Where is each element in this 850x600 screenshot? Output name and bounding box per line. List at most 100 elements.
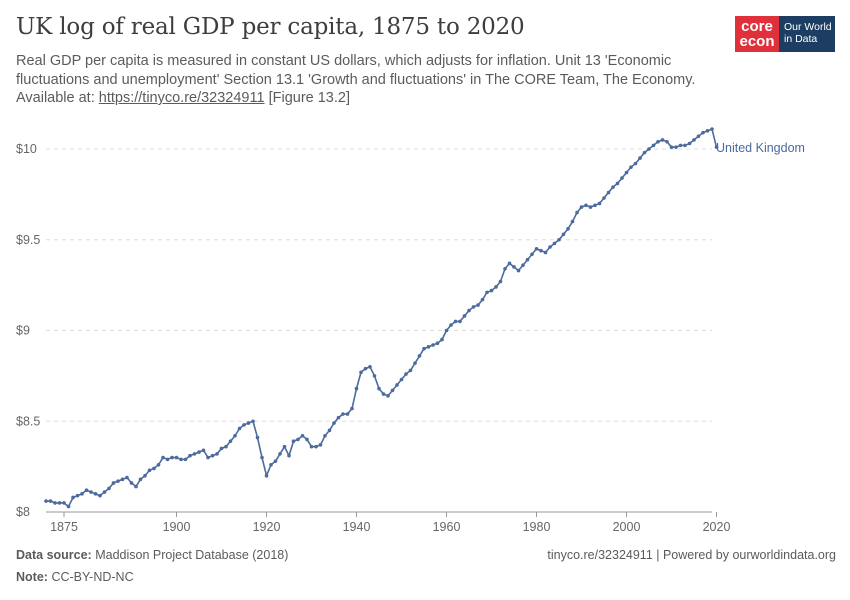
data-point[interactable] bbox=[156, 463, 161, 467]
data-point[interactable] bbox=[269, 463, 273, 467]
data-point[interactable] bbox=[264, 473, 269, 478]
data-point[interactable] bbox=[678, 143, 683, 148]
data-point[interactable] bbox=[48, 499, 53, 503]
data-point[interactable] bbox=[219, 446, 224, 451]
data-point[interactable] bbox=[305, 437, 309, 442]
data-point[interactable] bbox=[282, 444, 287, 449]
data-point[interactable] bbox=[390, 388, 395, 393]
data-point[interactable] bbox=[206, 455, 210, 460]
data-point[interactable] bbox=[579, 205, 584, 209]
data-point[interactable] bbox=[228, 439, 233, 444]
data-point[interactable] bbox=[593, 203, 597, 208]
data-point[interactable] bbox=[687, 141, 692, 146]
data-point[interactable] bbox=[656, 139, 660, 144]
data-point[interactable] bbox=[543, 250, 548, 255]
data-point[interactable] bbox=[215, 452, 219, 456]
data-point[interactable] bbox=[512, 265, 516, 269]
data-point[interactable] bbox=[192, 452, 197, 456]
data-point[interactable] bbox=[143, 473, 147, 478]
data-point[interactable] bbox=[138, 477, 143, 482]
data-point[interactable] bbox=[435, 341, 440, 346]
data-point[interactable] bbox=[651, 143, 656, 148]
data-point[interactable] bbox=[242, 423, 246, 427]
data-point[interactable] bbox=[683, 143, 687, 148]
data-point[interactable] bbox=[363, 366, 368, 371]
data-point[interactable] bbox=[557, 237, 561, 242]
data-point[interactable] bbox=[381, 392, 386, 396]
core-econ-logo[interactable]: core econ bbox=[735, 16, 779, 52]
data-point[interactable] bbox=[620, 176, 624, 180]
data-point[interactable] bbox=[566, 227, 570, 231]
data-point[interactable] bbox=[669, 145, 674, 149]
data-point[interactable] bbox=[575, 210, 579, 215]
data-point[interactable] bbox=[444, 328, 449, 333]
data-point[interactable] bbox=[201, 448, 206, 453]
data-point[interactable] bbox=[368, 365, 372, 369]
data-point[interactable] bbox=[170, 455, 174, 460]
data-point[interactable] bbox=[489, 288, 494, 293]
data-point[interactable] bbox=[210, 453, 215, 458]
data-point[interactable] bbox=[350, 406, 354, 411]
data-point[interactable] bbox=[336, 415, 341, 420]
data-point[interactable] bbox=[246, 421, 251, 425]
data-point[interactable] bbox=[570, 219, 575, 224]
data-point[interactable] bbox=[98, 493, 102, 498]
data-point[interactable] bbox=[696, 134, 701, 139]
data-point[interactable] bbox=[111, 481, 116, 485]
data-point[interactable] bbox=[134, 484, 138, 489]
data-point[interactable] bbox=[467, 308, 471, 313]
data-point[interactable] bbox=[62, 501, 66, 505]
data-point[interactable] bbox=[485, 290, 489, 295]
data-point[interactable] bbox=[183, 457, 188, 462]
data-point[interactable] bbox=[440, 337, 444, 342]
data-point[interactable] bbox=[413, 361, 417, 365]
data-point[interactable] bbox=[327, 428, 332, 433]
data-point[interactable] bbox=[516, 268, 521, 273]
data-point[interactable] bbox=[714, 145, 719, 149]
data-point[interactable] bbox=[462, 314, 467, 318]
data-point[interactable] bbox=[701, 130, 705, 135]
data-point[interactable] bbox=[408, 368, 413, 373]
data-point[interactable] bbox=[404, 372, 408, 376]
data-point[interactable] bbox=[174, 455, 179, 460]
data-point[interactable] bbox=[471, 305, 476, 309]
data-point[interactable] bbox=[359, 370, 363, 375]
data-point[interactable] bbox=[426, 345, 431, 349]
data-point[interactable] bbox=[233, 433, 237, 438]
data-point[interactable] bbox=[534, 247, 539, 251]
data-point[interactable] bbox=[498, 279, 503, 284]
data-point[interactable] bbox=[584, 203, 588, 208]
data-point[interactable] bbox=[692, 138, 696, 142]
data-point[interactable] bbox=[125, 475, 129, 480]
data-point[interactable] bbox=[323, 433, 327, 438]
data-point[interactable] bbox=[521, 263, 525, 267]
data-point[interactable] bbox=[354, 386, 359, 391]
data-point[interactable] bbox=[530, 252, 534, 257]
data-point[interactable] bbox=[57, 501, 62, 505]
data-point[interactable] bbox=[75, 493, 80, 498]
data-point[interactable] bbox=[80, 492, 84, 496]
data-point[interactable] bbox=[674, 145, 678, 149]
data-point[interactable] bbox=[552, 241, 557, 246]
data-point[interactable] bbox=[188, 453, 192, 458]
data-point[interactable] bbox=[453, 319, 458, 324]
data-point[interactable] bbox=[224, 444, 228, 449]
data-point[interactable] bbox=[458, 319, 462, 324]
data-point[interactable] bbox=[152, 466, 156, 471]
data-point[interactable] bbox=[66, 504, 71, 509]
footer-credits-link[interactable]: tinyco.re/32324911 | Powered by ourworld… bbox=[547, 548, 836, 562]
data-point[interactable] bbox=[615, 181, 620, 186]
data-point[interactable] bbox=[237, 426, 242, 431]
subtitle-link[interactable]: https://tinyco.re/32324911 bbox=[98, 90, 265, 106]
data-point[interactable] bbox=[624, 170, 629, 175]
data-point[interactable] bbox=[548, 245, 552, 249]
data-point[interactable] bbox=[606, 190, 611, 195]
data-point[interactable] bbox=[314, 444, 318, 449]
data-point[interactable] bbox=[102, 490, 107, 494]
data-point[interactable] bbox=[638, 156, 642, 160]
data-point[interactable] bbox=[255, 435, 260, 440]
data-point[interactable] bbox=[633, 161, 638, 166]
data-point[interactable] bbox=[251, 419, 255, 424]
data-point[interactable] bbox=[147, 468, 152, 473]
